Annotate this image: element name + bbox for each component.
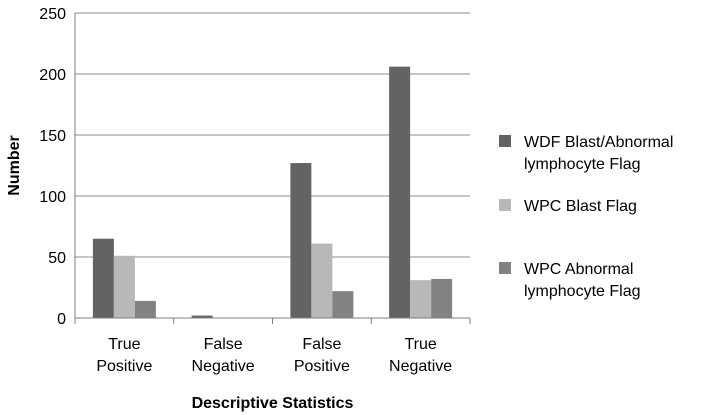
bar (191, 315, 213, 318)
legend-label: WDF Blast/Abnormal lymphocyte Flag (524, 134, 673, 173)
x-tick-label: True Negative (389, 336, 452, 375)
y-tick-label: 0 (57, 311, 66, 328)
x-tick-label: True Positive (96, 336, 152, 375)
legend-swatch (499, 135, 511, 147)
x-axis-title: Descriptive Statistics (192, 395, 354, 412)
legend-swatch (499, 199, 511, 211)
y-tick-label: 250 (39, 6, 66, 23)
bars (92, 66, 453, 319)
bar (290, 163, 312, 318)
y-tick-label: 50 (48, 250, 66, 267)
y-tick-label: 200 (39, 67, 66, 84)
bar (431, 278, 453, 318)
legend-label: WPC Blast Flag (524, 198, 637, 215)
x-tick-label: False Positive (294, 336, 350, 375)
y-axis-title: Number (6, 135, 23, 195)
legend: WDF Blast/Abnormal lymphocyte Flag WPC Bla… (499, 134, 673, 300)
bar (92, 238, 114, 318)
y-tick-label: 100 (39, 189, 66, 206)
bar (410, 280, 432, 318)
bar (389, 66, 411, 319)
y-tick-label: 150 (39, 128, 66, 145)
bar (311, 243, 333, 318)
legend-swatch (499, 262, 511, 274)
bar (332, 291, 354, 318)
bar (134, 300, 156, 318)
axes: 0 50 100 150 200 250 True Positive False Negative… (6, 6, 471, 412)
legend-label: WPC Abnormal lymphocyte Flag (524, 261, 641, 300)
bar (113, 255, 135, 318)
x-tick-label: False Negative (192, 336, 255, 375)
gridlines (75, 12, 470, 258)
